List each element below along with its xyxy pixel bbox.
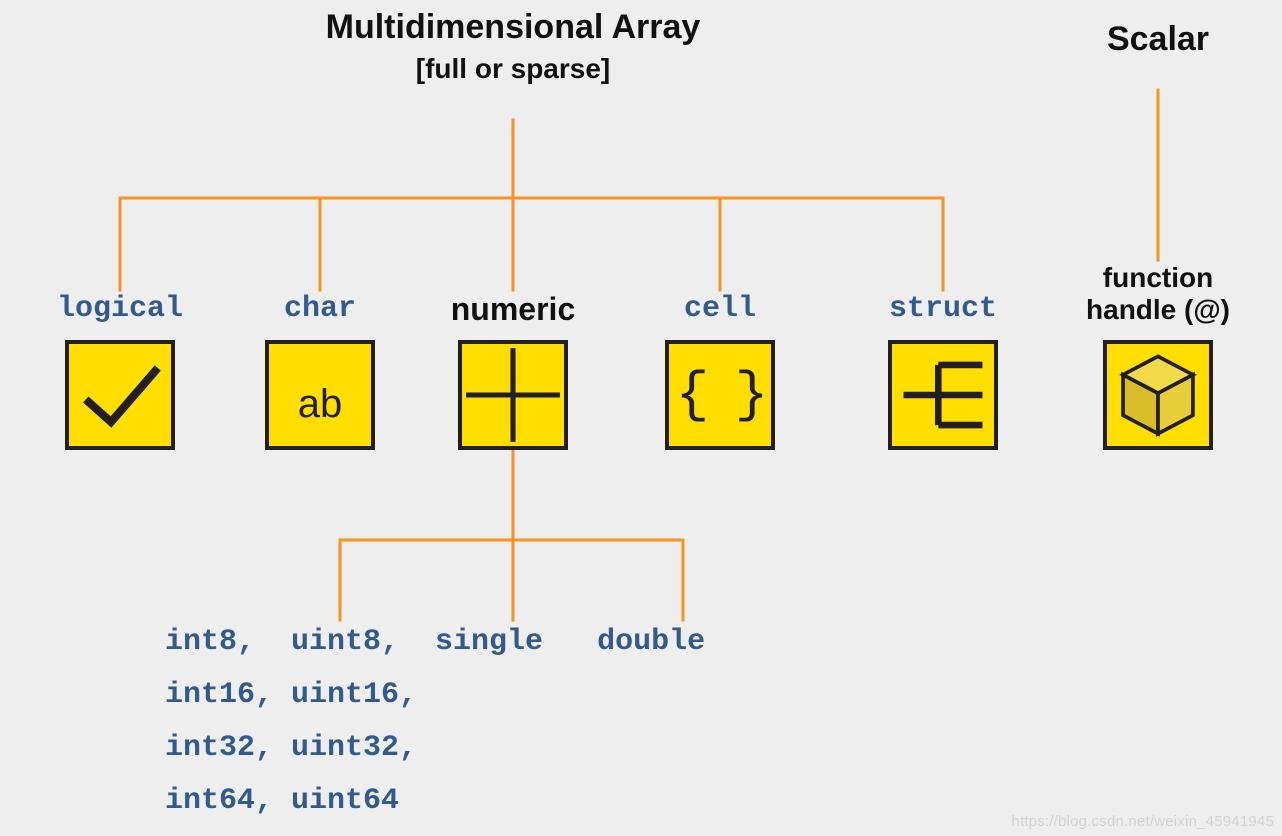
label-logical: logical — [30, 292, 210, 326]
numeric-types-row-0: int8, uint8, single double — [165, 625, 705, 659]
cell-icon: { } — [665, 340, 775, 450]
label-function-line2: handle (@) — [1058, 294, 1258, 326]
watermark: https://blog.csdn.net/weixin_45941945 — [1011, 813, 1274, 830]
numeric-icon — [458, 340, 568, 450]
function-handle-icon — [1103, 340, 1213, 450]
title-line2: [full or sparse] — [0, 53, 1026, 85]
char-icon: ab — [265, 340, 375, 450]
numeric-types-row-3: int64, uint64 — [165, 784, 399, 818]
title-scalar: Scalar — [1088, 20, 1228, 59]
logical-icon — [65, 340, 175, 450]
numeric-types-row-1: int16, uint16, — [165, 678, 417, 712]
label-function-handle: function handle (@) — [1058, 262, 1258, 326]
label-function-line1: function — [1058, 262, 1258, 294]
title-line1: Multidimensional Array — [0, 8, 1026, 47]
struct-icon — [888, 340, 998, 450]
numeric-types-row-2: int32, uint32, — [165, 731, 417, 765]
title-multidimensional: Multidimensional Array [full or sparse] — [0, 8, 1026, 85]
label-char: char — [230, 292, 410, 326]
label-numeric: numeric — [423, 291, 603, 328]
label-struct: struct — [853, 292, 1033, 326]
label-cell: cell — [630, 292, 810, 326]
